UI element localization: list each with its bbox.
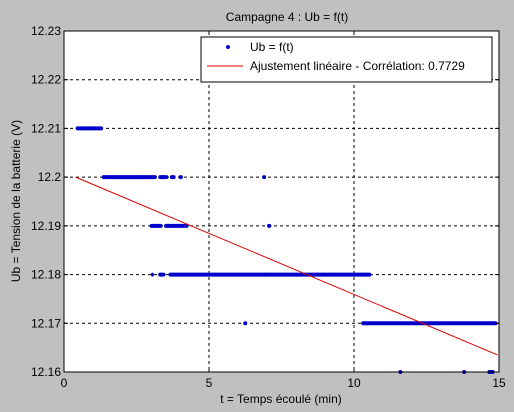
scatter-point-run — [169, 175, 176, 180]
scatter-point-run — [178, 175, 183, 180]
x-axis-ticks: 0 5 10 15 — [61, 31, 506, 390]
scatter-point-run — [101, 175, 157, 180]
axes-frame — [63, 30, 500, 373]
legend-label-fit: Ajustement linéaire - Corrélation: 0.772… — [250, 59, 465, 73]
y-tick-label: 12.21 — [31, 121, 61, 135]
scatter-point-run — [158, 175, 169, 180]
x-tick-label: 0 — [61, 376, 68, 390]
legend-label-scatter: Ub = f(t) — [250, 40, 294, 54]
scatter-point-run — [361, 321, 498, 326]
scatter-point — [243, 321, 248, 326]
fit-line — [75, 176, 498, 356]
y-axis-ticks: 12.16 12.17 12.18 12.19 12.2 12.21 12.22 12.23 — [31, 24, 499, 379]
y-tick-label: 12.19 — [31, 219, 61, 233]
series-linear-fit — [75, 176, 498, 356]
y-tick-label: 12.22 — [31, 73, 61, 87]
scatter-point-run — [75, 126, 104, 131]
scatter-point-run — [151, 272, 154, 277]
chart-title: Campagne 4 : Ub = f(t) — [226, 10, 348, 24]
x-tick-label: 5 — [206, 376, 213, 390]
scatter-point-run — [158, 272, 166, 277]
scatter-point-run — [168, 272, 372, 277]
scatter-point — [263, 272, 268, 277]
y-tick-label: 12.2 — [38, 170, 62, 184]
scatter-point-run — [149, 223, 163, 228]
y-tick-label: 12.18 — [31, 268, 61, 282]
y-tick-label: 12.17 — [31, 316, 61, 330]
scatter-point-run — [164, 223, 189, 228]
axes-background — [64, 31, 499, 372]
x-tick-label: 15 — [492, 376, 506, 390]
legend: Ub = f(t) Ajustement linéaire - Corrélat… — [200, 36, 493, 83]
y-tick-label: 12.16 — [31, 365, 61, 379]
y-axis-label: Ub = Tension de la batterie (V) — [9, 120, 23, 282]
legend-marker-scatter — [226, 45, 230, 49]
plot-area: 0 5 10 15 12.16 12.17 12.18 12.19 12.2 12.21 12.2… — [31, 24, 506, 390]
x-tick-label: 10 — [347, 376, 361, 390]
scatter-point-run — [267, 223, 272, 228]
x-axis-label: t = Temps écoulé (min) — [220, 392, 342, 406]
y-tick-label: 12.23 — [31, 24, 61, 38]
scatter-point — [262, 175, 267, 180]
series-ub-scatter — [75, 126, 498, 374]
legend-box — [200, 36, 493, 83]
